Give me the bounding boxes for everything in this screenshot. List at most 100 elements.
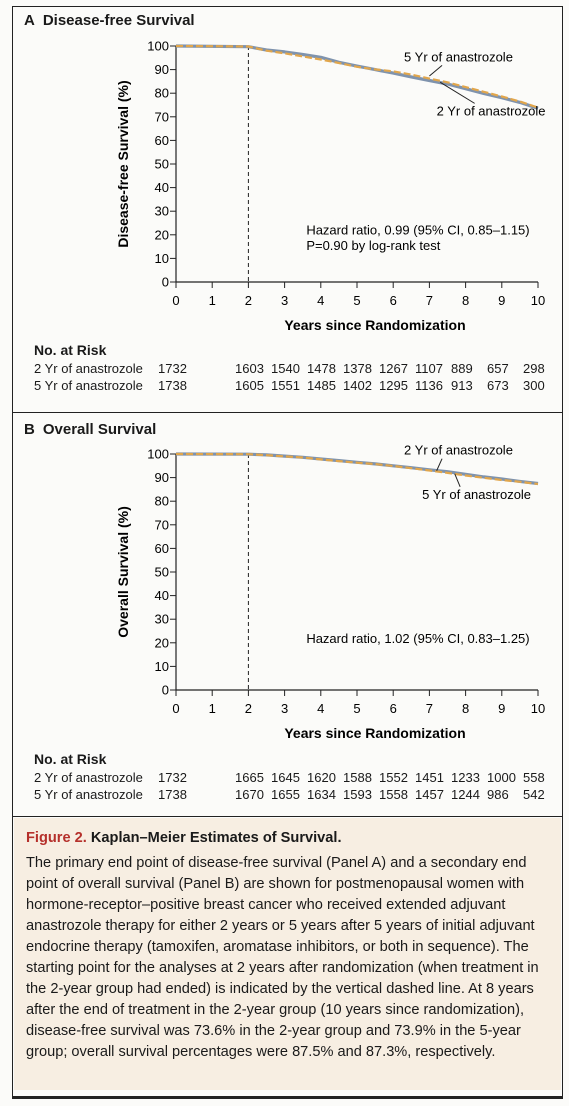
x-tick-label: 10 [531,293,545,308]
risk-row: 5 Yr of anastrozole 1738 1605 1551 1485 1402 1… [34,378,545,395]
series-line-5yr [175,44,539,109]
x-tick-label: 8 [462,701,469,716]
y-tick-label: 20 [155,635,169,650]
annotation-text: 5 Yr of anastrozole [404,49,513,64]
y-tick-label: 100 [147,447,169,462]
x-tick-label: 4 [317,701,324,716]
risk-value: 1540 [271,361,300,376]
figure-caption: Figure 2. Kaplan–Meier Estimates of Surv… [14,818,561,1090]
risk-row-label: 2 Yr of anastrozole [34,770,143,785]
risk-value: 1738 [158,787,187,802]
risk-value: 1485 [307,378,336,393]
annotation-text: Hazard ratio, 1.02 (95% CI, 0.83–1.25) [306,631,529,646]
x-tick-label: 10 [531,701,545,716]
risk-header: No. at Risk [34,342,107,358]
risk-value: 657 [487,361,509,376]
y-tick-label: 30 [155,612,169,627]
risk-value: 1732 [158,361,187,376]
risk-value: 1233 [451,770,480,785]
y-tick-label: 20 [155,227,169,242]
y-tick-label: 50 [155,157,169,172]
risk-value: 673 [487,378,509,393]
x-tick-label: 0 [172,293,179,308]
panel-b-title: B Overall Survival [24,421,156,438]
y-tick-label: 40 [155,180,169,195]
panel-b-name: Overall Survival [42,421,157,438]
risk-value: 1588 [343,770,372,785]
risk-value: 1665 [235,770,264,785]
y-tick-label: 30 [155,204,169,219]
figure-label: Figure 2. [26,830,87,846]
x-tick-label: 9 [498,293,505,308]
risk-value: 1732 [158,770,187,785]
risk-value: 1552 [379,770,408,785]
y-tick-label: 50 [155,565,169,580]
risk-value: 1593 [343,787,372,802]
x-tick-label: 1 [209,701,216,716]
panel-a-title: A Disease-free Survival [24,12,195,29]
risk-value: 1670 [235,787,264,802]
x-tick-label: 2 [245,701,252,716]
risk-value: 298 [523,361,545,376]
y-tick-label: 60 [155,133,169,148]
y-tick-label: 10 [155,251,169,266]
y-tick-label: 10 [155,659,169,674]
panel-a-letter: A [24,12,35,29]
y-tick-label: 70 [155,109,169,124]
risk-value: 1551 [271,378,300,393]
risk-value: 1267 [379,361,408,376]
risk-value: 542 [523,787,545,802]
x-tick-label: 3 [281,293,288,308]
y-axis-label: Disease-free Survival (%) [115,80,131,247]
y-tick-label: 0 [162,683,169,698]
risk-value: 558 [523,770,545,785]
risk-value: 1634 [307,787,336,802]
risk-row-label: 5 Yr of anastrozole [34,787,143,802]
x-axis-label: Years since Randomization [284,725,465,741]
panel-b-letter: B [24,421,35,438]
risk-value: 1605 [235,378,264,393]
series-line-2yr [175,452,539,486]
x-tick-label: 3 [281,701,288,716]
x-tick-label: 8 [462,293,469,308]
risk-value: 1738 [158,378,187,393]
x-tick-label: 0 [172,701,179,716]
risk-table-a: No. at Risk 2 Yr of anastrozole 1732 1603 1… [34,342,545,395]
x-tick-label: 1 [209,293,216,308]
risk-header: No. at Risk [34,751,107,767]
risk-value: 1655 [271,787,300,802]
risk-value: 1136 [415,378,443,393]
annotation-leader [439,81,475,104]
risk-value: 1244 [451,787,480,802]
y-tick-label: 60 [155,541,169,556]
caption-title: Figure 2. Kaplan–Meier Estimates of Surv… [26,828,549,849]
x-tick-label: 5 [353,701,360,716]
risk-row: 2 Yr of anastrozole 1732 1665 1645 1620 1588 1… [34,770,545,787]
x-tick-label: 4 [317,293,324,308]
y-tick-label: 80 [155,494,169,509]
risk-value: 1620 [307,770,336,785]
risk-value: 1457 [415,787,444,802]
annotation-text: 2 Yr of anastrozole [404,443,513,458]
x-axis-label: Years since Randomization [284,317,465,333]
risk-value: 300 [523,378,545,393]
risk-row: 2 Yr of anastrozole 1732 1603 1540 1478 1378 1… [34,361,545,378]
risk-row: 5 Yr of anastrozole 1738 1670 1655 1634 1593 1… [34,787,545,804]
risk-value: 913 [451,378,473,393]
risk-row-label: 5 Yr of anastrozole [34,378,143,393]
chart-b: 0 10 20 30 40 50 60 70 80 90 100 0 1 2 3 4 5 6 7 8 9 10 Years … [115,443,545,741]
x-tick-label: 9 [498,701,505,716]
y-tick-label: 100 [147,39,169,54]
risk-value: 986 [487,787,509,802]
risk-value: 1107 [415,361,443,376]
risk-value: 1295 [379,378,408,393]
risk-value: 1478 [307,361,336,376]
panel-divider [12,412,563,413]
caption-divider [12,816,563,817]
risk-table-b: No. at Risk 2 Yr of anastrozole 1732 1665 1… [34,751,545,804]
y-tick-label: 0 [162,275,169,290]
risk-value: 889 [451,361,473,376]
y-tick-label: 90 [155,470,169,485]
annotation-leader [454,473,461,488]
y-tick-label: 80 [155,86,169,101]
